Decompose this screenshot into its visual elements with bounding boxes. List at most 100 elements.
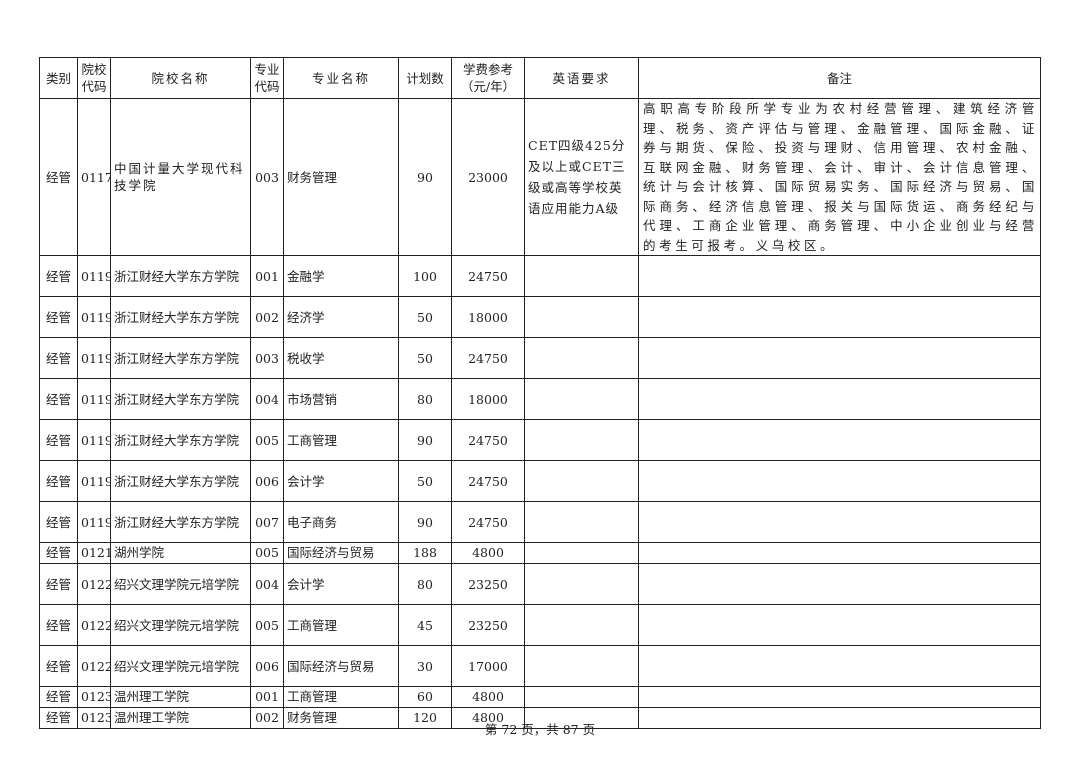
category-cell: 经管 <box>39 255 78 297</box>
plan-cell: 100 <box>398 255 452 297</box>
school-name-cell: 温州理工学院 <box>110 686 251 708</box>
header-major-code: 专业 代码 <box>250 57 284 99</box>
category-cell: 经管 <box>39 686 78 708</box>
category-cell: 经管 <box>39 98 78 256</box>
major-code-cell: 007 <box>250 501 284 543</box>
header-category: 类别 <box>39 57 78 99</box>
school-code-cell: 0121 <box>77 542 111 564</box>
table-row: 经管 0119 浙江财经大学东方学院 007 电子商务 90 24750 <box>39 501 1041 543</box>
major-code-cell: 004 <box>250 563 284 605</box>
header-school-name: 院校名称 <box>110 57 251 99</box>
major-code-cell: 003 <box>250 98 284 256</box>
school-code-cell: 0119 <box>77 337 111 379</box>
plan-cell: 90 <box>398 98 452 256</box>
plan-cell: 50 <box>398 460 452 502</box>
major-code-cell: 004 <box>250 378 284 420</box>
major-name-cell: 市场营销 <box>283 378 399 420</box>
english-cell <box>524 501 639 543</box>
english-cell <box>524 296 639 338</box>
major-code-cell: 002 <box>250 707 284 729</box>
note-cell <box>638 419 1041 461</box>
table-row: 经管 0123 温州理工学院 001 工商管理 60 4800 <box>39 686 1041 708</box>
school-name-cell: 浙江财经大学东方学院 <box>110 296 251 338</box>
category-cell: 经管 <box>39 378 78 420</box>
major-code-cell: 006 <box>250 645 284 687</box>
note-cell <box>638 501 1041 543</box>
major-code-cell: 005 <box>250 542 284 564</box>
fee-cell: 17000 <box>451 645 525 687</box>
school-code-cell: 0119 <box>77 419 111 461</box>
major-name-cell: 财务管理 <box>283 707 399 729</box>
major-code-cell: 005 <box>250 419 284 461</box>
school-name-cell: 湖州学院 <box>110 542 251 564</box>
header-fee: 学费参考 （元/年） <box>451 57 525 99</box>
note-cell <box>638 645 1041 687</box>
english-cell <box>524 378 639 420</box>
english-cell <box>524 460 639 502</box>
note-cell <box>638 378 1041 420</box>
major-name-cell: 经济学 <box>283 296 399 338</box>
plan-cell: 120 <box>398 707 452 729</box>
school-code-cell: 0119 <box>77 460 111 502</box>
school-name-cell: 浙江财经大学东方学院 <box>110 378 251 420</box>
fee-cell: 24750 <box>451 501 525 543</box>
page-footer: 第 72 页，共 87 页 <box>484 722 596 737</box>
fee-cell: 18000 <box>451 378 525 420</box>
major-code-cell: 006 <box>250 460 284 502</box>
note-cell: 高职高专阶段所学专业为农村经营管理、建筑经济管理、税务、资产评估与管理、金融管理… <box>638 98 1041 256</box>
fee-cell: 24750 <box>451 255 525 297</box>
header-note: 备注 <box>638 57 1041 99</box>
school-code-cell: 0117 <box>77 98 111 256</box>
english-cell <box>524 645 639 687</box>
note-cell <box>638 296 1041 338</box>
school-name-cell: 温州理工学院 <box>110 707 251 729</box>
major-name-cell: 电子商务 <box>283 501 399 543</box>
plan-cell: 30 <box>398 645 452 687</box>
category-cell: 经管 <box>39 604 78 646</box>
major-name-cell: 财务管理 <box>283 98 399 256</box>
major-name-cell: 工商管理 <box>283 686 399 708</box>
school-name-cell: 绍兴文理学院元培学院 <box>110 563 251 605</box>
english-cell <box>524 419 639 461</box>
table-row: 经管 0117 中国计量大学现代科技学院 003 财务管理 90 23000 CET四级425… <box>39 98 1041 256</box>
major-code-cell: 003 <box>250 337 284 379</box>
major-name-cell: 金融学 <box>283 255 399 297</box>
fee-cell: 23250 <box>451 563 525 605</box>
plan-cell: 188 <box>398 542 452 564</box>
table-row: 经管 0123 温州理工学院 002 财务管理 120 4800 <box>39 707 1041 729</box>
plan-cell: 90 <box>398 501 452 543</box>
plan-cell: 50 <box>398 337 452 379</box>
english-cell: CET四级425分及以上或CET三级或高等学校英语应用能力A级 <box>524 98 639 256</box>
school-name-cell: 绍兴文理学院元培学院 <box>110 645 251 687</box>
table-row: 经管 0119 浙江财经大学东方学院 006 会计学 50 24750 <box>39 460 1041 502</box>
table-row: 经管 0119 浙江财经大学东方学院 004 市场营销 80 18000 <box>39 378 1041 420</box>
note-cell <box>638 686 1041 708</box>
school-name-cell: 绍兴文理学院元培学院 <box>110 604 251 646</box>
english-cell <box>524 686 639 708</box>
table-row: 经管 0122 绍兴文理学院元培学院 005 工商管理 45 23250 <box>39 604 1041 646</box>
school-name-cell: 浙江财经大学东方学院 <box>110 255 251 297</box>
fee-cell: 24750 <box>451 337 525 379</box>
school-code-cell: 0122 <box>77 604 111 646</box>
school-name-cell: 浙江财经大学东方学院 <box>110 501 251 543</box>
english-cell <box>524 563 639 605</box>
school-code-cell: 0119 <box>77 378 111 420</box>
category-cell: 经管 <box>39 460 78 502</box>
major-name-cell: 国际经济与贸易 <box>283 542 399 564</box>
category-cell: 经管 <box>39 501 78 543</box>
major-name-cell: 工商管理 <box>283 419 399 461</box>
school-name-cell: 浙江财经大学东方学院 <box>110 460 251 502</box>
note-cell <box>638 707 1041 729</box>
fee-cell: 24750 <box>451 419 525 461</box>
fee-cell: 4800 <box>451 542 525 564</box>
school-code-cell: 0119 <box>77 501 111 543</box>
note-cell <box>638 604 1041 646</box>
table-row: 经管 0122 绍兴文理学院元培学院 006 国际经济与贸易 30 17000 <box>39 645 1041 687</box>
category-cell: 经管 <box>39 419 78 461</box>
header-english: 英语要求 <box>524 57 639 99</box>
note-cell <box>638 563 1041 605</box>
plan-cell: 80 <box>398 378 452 420</box>
table-row: 经管 0119 浙江财经大学东方学院 002 经济学 50 18000 <box>39 296 1041 338</box>
school-name-cell: 中国计量大学现代科技学院 <box>110 98 251 256</box>
major-code-cell: 001 <box>250 686 284 708</box>
